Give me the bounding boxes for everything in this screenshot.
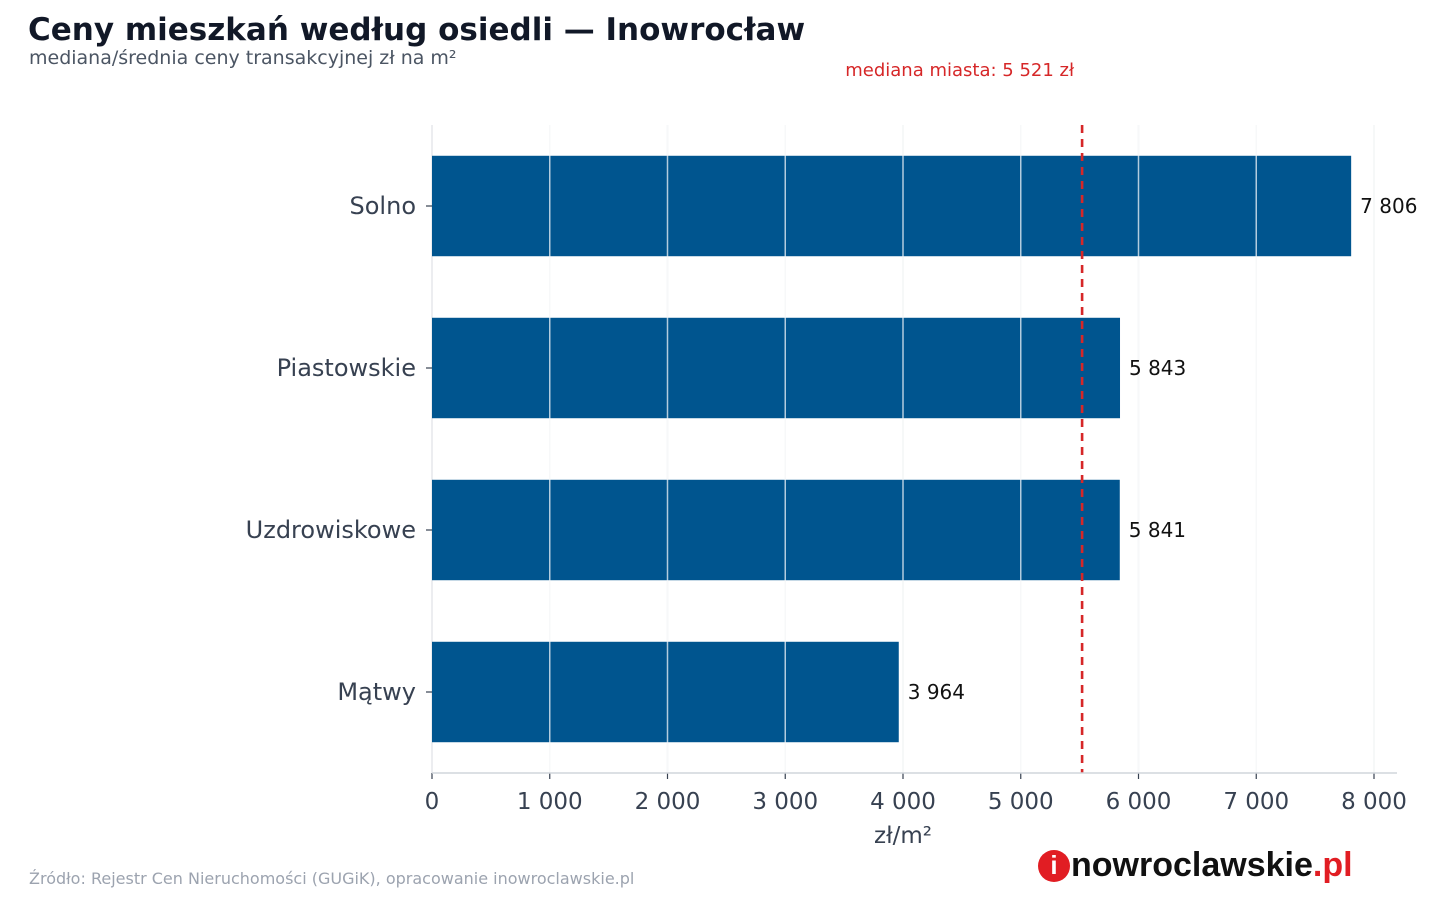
bar-mątwy: [432, 641, 899, 743]
bars: [432, 125, 1375, 773]
chart-subtitle: mediana/średnia ceny transakcyjnej zł na…: [29, 47, 457, 69]
x-tick-label-6000: 6 000: [1106, 789, 1172, 815]
x-tick-label-3000: 3 000: [752, 789, 818, 815]
x-tick-label-0: 0: [425, 789, 440, 815]
bar-piastowskie: [432, 317, 1121, 419]
value-label-mątwy: 3 964: [908, 680, 965, 704]
axes: 0 1 000 2 000 3 000 4 000 5 000 6 000 7 000 8 00…: [246, 192, 1407, 849]
chart-title: Ceny mieszkań według osiedli — Inowrocła…: [28, 12, 806, 48]
value-label-solno: 7 806: [1360, 194, 1417, 218]
category-label-uzdrowiskowe: Uzdrowiskowe: [246, 516, 416, 544]
category-label-piastowskie: Piastowskie: [277, 354, 416, 382]
x-tick-label-4000: 4 000: [870, 789, 936, 815]
x-tick-label-1000: 1 000: [517, 789, 583, 815]
source-note: Źródło: Rejestr Cen Nieruchomości (GUGiK…: [29, 869, 635, 888]
bar-solno: [432, 155, 1352, 257]
category-label-solno: Solno: [350, 192, 416, 220]
median-label: mediana miasta: 5 521 zł: [845, 60, 1075, 81]
brand-logo: i nowroclawskie .pl: [1038, 846, 1353, 885]
category-label-mątwy: Mątwy: [337, 678, 416, 706]
value-labels: 7 806 5 843 5 841 3 964: [908, 194, 1418, 704]
x-tick-label-5000: 5 000: [988, 789, 1054, 815]
x-tick-label-2000: 2 000: [635, 789, 701, 815]
brand-tld: .pl: [1312, 846, 1353, 884]
value-label-uzdrowiskowe: 5 841: [1129, 518, 1186, 542]
x-tick-label-7000: 7 000: [1223, 789, 1289, 815]
bar-uzdrowiskowe: [432, 479, 1120, 581]
x-axis-title: zł/m²: [874, 823, 932, 849]
brand-i-icon: i: [1038, 849, 1070, 882]
x-tick-label-8000: 8 000: [1341, 789, 1407, 815]
brand-name: nowroclawskie: [1071, 846, 1313, 884]
median-reference: mediana miasta: 5 521 zł: [845, 60, 1084, 773]
value-label-piastowskie: 5 843: [1129, 356, 1186, 380]
